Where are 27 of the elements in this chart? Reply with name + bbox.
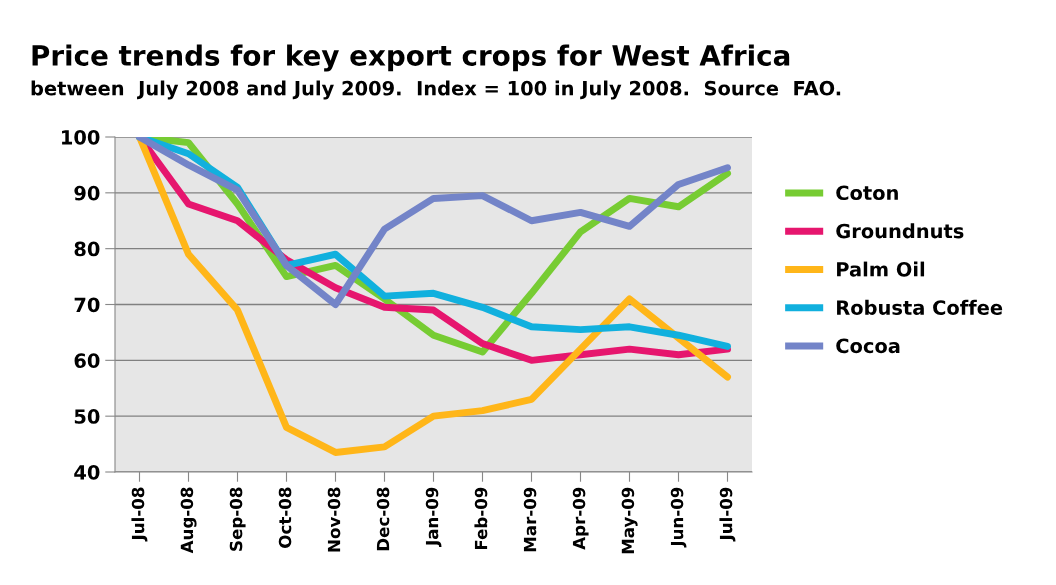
chart-subtitle: between July 2008 and July 2009. Index = 100 in July 2008. Source FAO. xyxy=(31,80,841,100)
x-tick-label: Apr-09 xyxy=(572,487,589,550)
y-tick-label: 40 xyxy=(74,464,100,480)
x-tick-label: Jul-08 xyxy=(131,487,148,542)
y-tick-label: 80 xyxy=(74,241,100,257)
y-tick-label: 100 xyxy=(62,129,100,145)
x-tick-label: Oct-08 xyxy=(278,487,292,548)
x-tick-label: May-09 xyxy=(621,487,638,554)
x-tick-label: Dec-08 xyxy=(376,487,390,551)
x-tick-label: Mar-09 xyxy=(523,487,537,552)
y-tick-label: 70 xyxy=(74,297,100,313)
legend-label: Robusta Coffee xyxy=(837,299,1003,315)
legend-label: Coton xyxy=(836,185,898,201)
x-tick-label: Jan-09 xyxy=(425,487,442,547)
chart-title: Price trends for key export crops for West Africa xyxy=(32,44,790,72)
legend-label: Cocoa xyxy=(836,338,900,354)
legend-label: Palm Oil xyxy=(837,261,925,277)
legend-label: Groundnuts xyxy=(836,223,964,239)
x-tick-label: Nov-08 xyxy=(327,487,341,552)
y-tick-label: 60 xyxy=(74,353,100,368)
x-tick-label: Jun-09 xyxy=(670,487,687,548)
x-tick-label: Jul-09 xyxy=(719,487,736,542)
x-tick-label: Aug-08 xyxy=(180,487,197,554)
x-tick-label: Sep-08 xyxy=(229,487,246,551)
x-tick-label: Feb-09 xyxy=(474,487,488,550)
y-tick-label: 50 xyxy=(74,409,100,424)
y-tick-label: 90 xyxy=(74,185,100,201)
